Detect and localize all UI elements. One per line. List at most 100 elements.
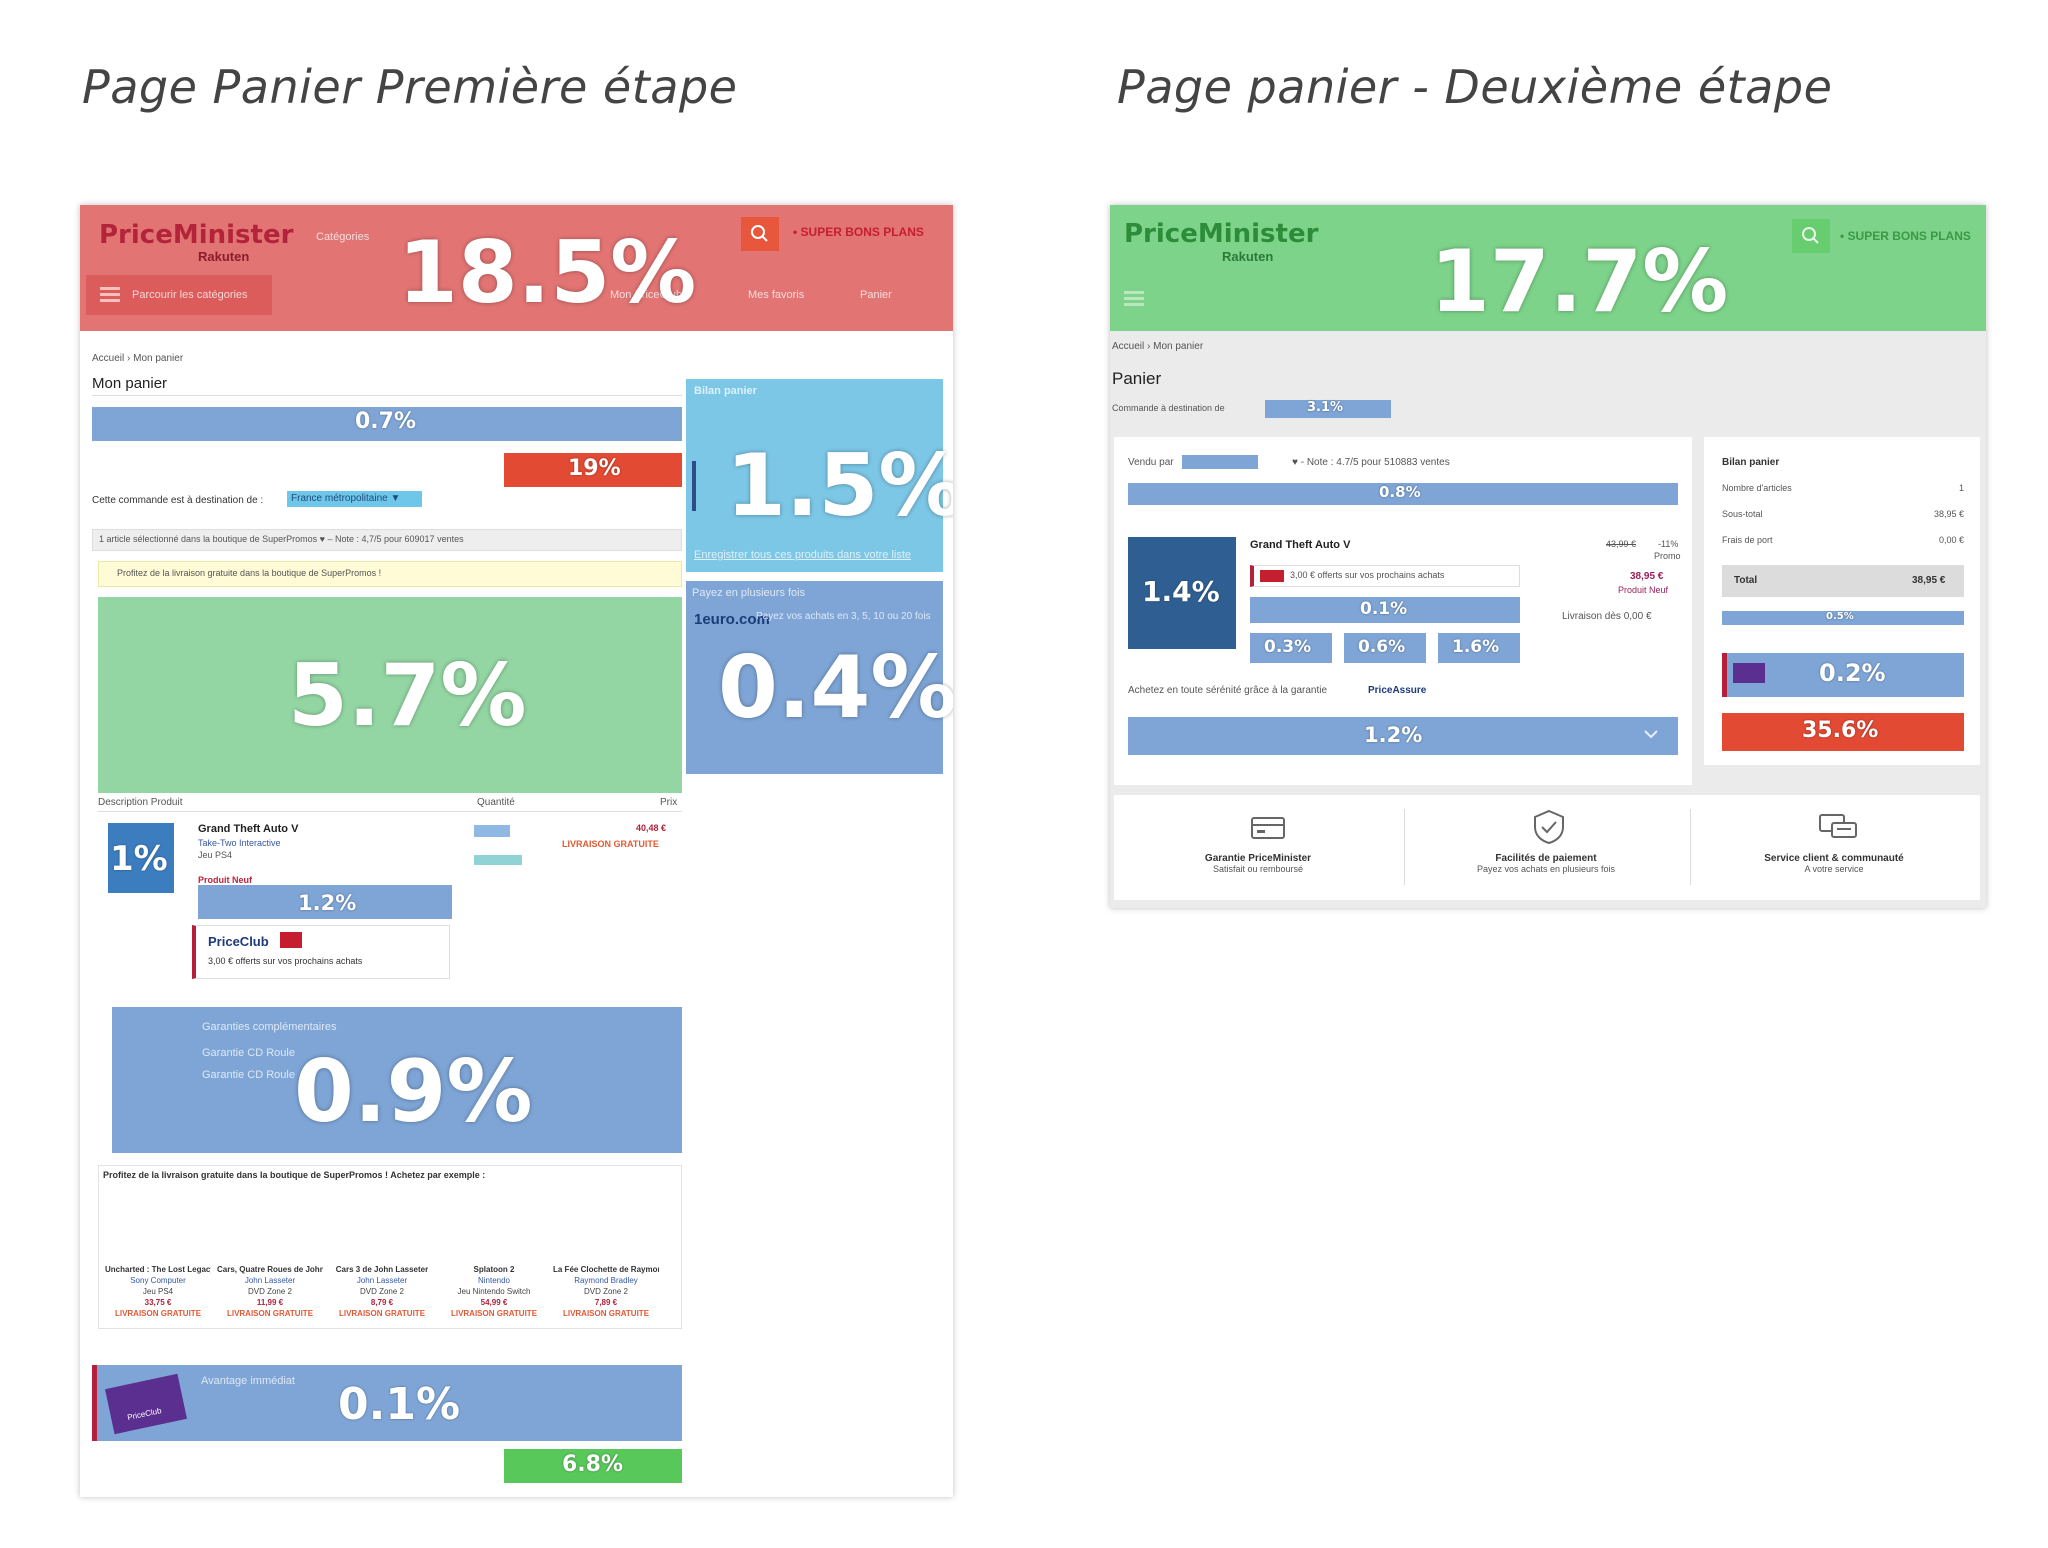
guarantee-option-1[interactable]: Garantie CD Roule (202, 1047, 295, 1059)
bilan-total-label: Total (1734, 575, 1758, 586)
site-logo-2[interactable]: PriceMinister (1124, 219, 1319, 249)
cart-step-2-screenshot: PriceMinister Rakuten • SUPER BONS PLANS… (1110, 205, 1986, 908)
reassurance-title: Facilités de paiement (1495, 853, 1597, 864)
product-description-zone[interactable]: 1.2% (198, 885, 452, 919)
delivery-options-zone[interactable]: 5.7% (98, 597, 682, 793)
search-icon (1802, 227, 1819, 244)
priceclub-card-2 (1733, 663, 1765, 683)
super-bons-plans-link-2[interactable]: • SUPER BONS PLANS (1840, 229, 1971, 243)
info-bar-percent: 0.7% (355, 409, 417, 434)
order-button-top[interactable]: 19% (504, 453, 682, 487)
upsell-item[interactable]: Uncharted : The Lost Legacy Sony Computer… (105, 1264, 211, 1319)
seller-label: Vendu par (1128, 457, 1174, 468)
page-title: Mon panier (92, 375, 168, 392)
upsell-item-shipping: LIVRAISON GRATUITE (114, 1309, 202, 1318)
destination-select-2[interactable]: 3.1% (1265, 400, 1391, 418)
bilan-total-row: Total 38,95 € (1722, 565, 1964, 597)
upsell-item[interactable]: Cars, Quatre Roues de John Lasseter John … (217, 1264, 323, 1319)
guarantee-option-2[interactable]: Garantie CD Roule (202, 1069, 295, 1081)
action-button-1[interactable]: 0.3% (1250, 633, 1332, 663)
info-bar-zone[interactable]: 0.7% (92, 407, 682, 441)
action-button-2[interactable]: 0.6% (1344, 633, 1426, 663)
cart-step-1-screenshot: PriceMinister Rakuten Catégories • SUPER… (80, 205, 953, 1497)
favoris-link[interactable]: Mes favoris (748, 289, 805, 301)
upsell-item-name: Cars, Quatre Roues de John Lasseter (217, 1265, 323, 1274)
thumb-percent-2: 1.4% (1142, 575, 1220, 608)
bilan-row-value: 38,95 € (1933, 509, 1964, 519)
priceclub-zone-2[interactable]: 0.2% (1722, 653, 1964, 697)
free-shipping-banner: Profitez de la livraison gratuite dans l… (98, 561, 682, 587)
right-heading: Page panier - Deuxième étape (1117, 60, 1833, 114)
site-logo[interactable]: PriceMinister (99, 220, 294, 250)
upsell-item[interactable]: Cars 3 de John Lasseter John Lasseter DVD … (329, 1264, 435, 1319)
action-button-3[interactable]: 1.6% (1438, 633, 1520, 663)
chevron-down-icon (1644, 730, 1658, 739)
guarantees-zone[interactable]: Garanties complémentaires Garantie CD Ro… (112, 1007, 682, 1153)
payment-text: Payez vos achats en 3, 5, 10 ou 20 fois (756, 611, 931, 622)
search-category[interactable]: Catégories (316, 231, 370, 243)
breadcrumb[interactable]: Accueil › Mon panier (92, 353, 184, 364)
col-price: Prix (660, 797, 678, 808)
free-shipping-text[interactable]: Profitez de la livraison gratuite dans l… (117, 568, 382, 578)
super-bons-plans-link[interactable]: • SUPER BONS PLANS (793, 225, 924, 239)
product-name[interactable]: Grand Theft Auto V (198, 823, 299, 835)
immediate-advantage-zone[interactable]: PriceClub Avantage immédiat 0.1% (92, 1365, 682, 1441)
bilan-save-link[interactable]: Enregistrer tous ces produits dans votre… (694, 549, 912, 561)
action-percent-3: 1.6% (1452, 637, 1500, 657)
priceclub-offer-box: 3,00 € offerts sur vos prochains achats (1250, 565, 1520, 587)
bilan-row-label: Sous-total (1722, 509, 1763, 519)
checkout-button[interactable]: 6.8% (504, 1449, 682, 1483)
table-divider (98, 811, 682, 812)
product-price: 40,48 € (636, 823, 667, 833)
categories-menu[interactable]: Parcourir les catégories (86, 275, 272, 315)
reassurance-item[interactable]: Garantie PriceMinister Satisfait ou rembo… (1114, 853, 1402, 874)
bilan-title-2: Bilan panier (1722, 457, 1780, 468)
payment-brand: 1euro.com (694, 611, 770, 628)
seller-name-link[interactable] (1182, 455, 1258, 469)
priceclub-offer: 3,00 € offerts sur vos prochains achats (208, 956, 363, 966)
free-shipping-zone-2[interactable]: 0.8% (1128, 483, 1678, 505)
reassurance-item[interactable]: Facilités de paiement Payez vos achats en… (1402, 853, 1690, 874)
upsell-item-type: Jeu Nintendo Switch (457, 1287, 531, 1296)
old-price: 43,99 € (1606, 539, 1637, 549)
action-percent-2: 0.6% (1358, 637, 1406, 657)
upsell-item-price: 33,75 € (144, 1298, 172, 1307)
upsell-item-brand: John Lasseter (356, 1276, 408, 1285)
reassurance-strip: Garantie PriceMinister Satisfait ou rembo… (1114, 795, 1980, 900)
quantity-zone[interactable]: 0.1% (1250, 597, 1520, 623)
bilan-row-value: 1 (1958, 483, 1964, 493)
guarantee-select-zone[interactable]: 1.2% (1128, 717, 1678, 755)
upsell-item-shipping: LIVRAISON GRATUITE (450, 1309, 538, 1318)
product-thumbnail[interactable]: 1% (108, 823, 174, 893)
immediate-percent: 0.1% (338, 1379, 461, 1430)
payment-installments-zone[interactable]: Payez en plusieurs fois 1euro.com Payez … (686, 581, 953, 774)
order-button-2[interactable]: 35.6% (1722, 713, 1964, 751)
guarantee-line: Achetez en toute sérénité grâce à la gar… (1128, 685, 1328, 696)
search-button[interactable] (741, 217, 779, 251)
bilan-panier-zone[interactable]: Bilan panier Enregistrer tous ces produi… (686, 379, 953, 572)
breadcrumb-2[interactable]: Accueil › Mon panier (1112, 341, 1204, 352)
promo-code-zone[interactable]: 0.5% (1722, 611, 1964, 625)
guarantees-title: Garanties complémentaires (202, 1021, 337, 1033)
priceclub-percent-2: 0.2% (1819, 659, 1886, 687)
action-percent-1: 0.3% (1264, 637, 1312, 657)
header-zone-2[interactable]: PriceMinister Rakuten • SUPER BONS PLANS… (1110, 205, 1986, 331)
search-button-2[interactable] (1792, 219, 1830, 253)
header-zone[interactable]: PriceMinister Rakuten Catégories • SUPER… (80, 205, 953, 331)
remove-link[interactable] (474, 855, 522, 865)
priceclub-link[interactable]: Mon PriceClub (610, 289, 683, 301)
upsell-item[interactable]: La Fée Clochette de Raymond Bradley Raymo… (553, 1264, 659, 1319)
product-name-2[interactable]: Grand Theft Auto V (1250, 539, 1351, 551)
delivery-percent: 5.7% (288, 646, 527, 746)
product-publisher[interactable]: Take-Two Interactive (198, 838, 281, 848)
promo-label: Promo (1654, 551, 1681, 561)
categories-label: Parcourir les catégories (132, 289, 248, 301)
reassurance-item[interactable]: Service client & communauté A votre servi… (1690, 853, 1978, 874)
panier-link[interactable]: Panier (860, 289, 892, 301)
destination-select[interactable]: France métropolitaine ▼ (287, 491, 422, 507)
quantity-select[interactable] (474, 825, 510, 837)
upsell-item[interactable]: Splatoon 2 Nintendo Jeu Nintendo Switch 54,… (441, 1264, 547, 1319)
seller-text[interactable]: 1 article sélectionné dans la boutique d… (99, 534, 464, 544)
guarantee-brand[interactable]: PriceAssure (1368, 685, 1427, 696)
product-thumbnail-2[interactable]: 1.4% (1128, 537, 1236, 649)
